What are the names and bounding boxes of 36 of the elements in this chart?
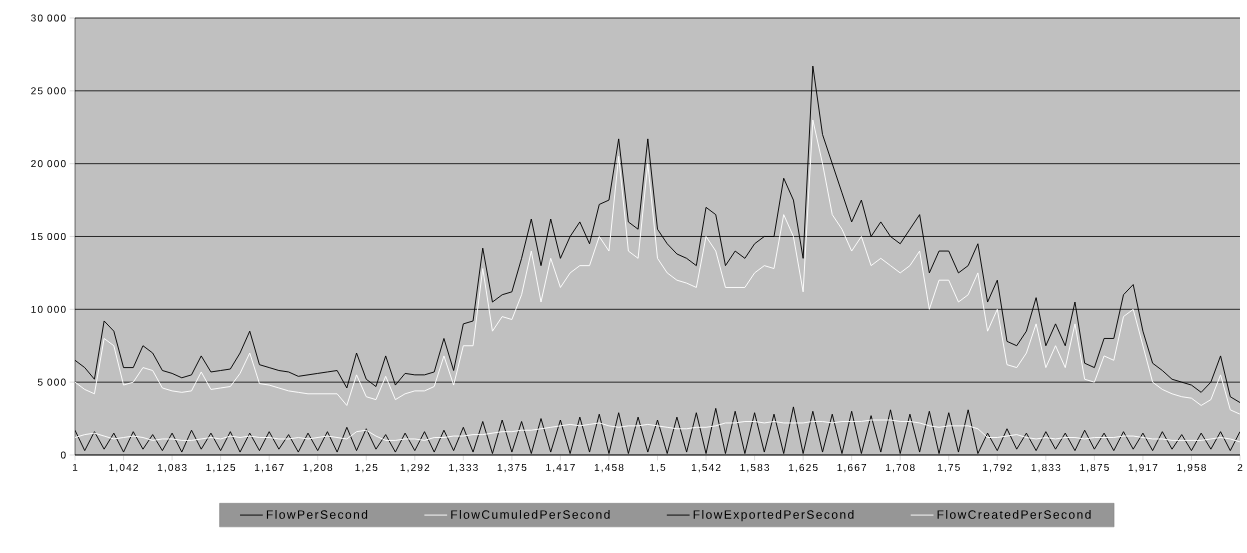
x-tick-label: 1,792: [983, 463, 1012, 473]
legend-label: FlowExportedPerSecond: [693, 509, 854, 522]
x-tick-label: 1,875: [1080, 463, 1109, 473]
x-tick-label: 1,667: [837, 463, 867, 473]
x-tick-label: 1: [72, 463, 78, 471]
x-tick-label: 1,417: [546, 463, 575, 473]
x-tick-label: 1,625: [788, 463, 818, 473]
x-tick-label: 1,375: [497, 463, 527, 473]
x-tick-label: 1,542: [691, 463, 721, 473]
x-tick-label: 1,958: [1177, 463, 1206, 473]
x-tick-label: 1,125: [206, 463, 236, 473]
y-tick-label: 25 000: [31, 87, 66, 95]
y-tick-label: 20 000: [31, 160, 66, 168]
x-tick-label: 1,917: [1128, 463, 1158, 473]
x-tick-label: 1,458: [594, 463, 624, 473]
y-tick-label: 10 000: [31, 305, 66, 313]
y-tick-label: 30 000: [31, 14, 66, 22]
legend-label: FlowPerSecond: [266, 509, 368, 519]
x-tick-label: 1,75: [937, 463, 960, 473]
x-tick-label: 1,292: [400, 463, 430, 473]
x-tick-label: 1,083: [157, 463, 187, 473]
x-tick-label: 1,5: [650, 463, 666, 473]
x-tick-label: 1,25: [355, 463, 378, 473]
x-tick-label: 1,833: [1031, 463, 1061, 473]
x-tick-label: 1,208: [303, 463, 333, 473]
x-tick-label: 1,167: [255, 463, 284, 473]
x-tick-label: 1,333: [449, 463, 478, 473]
x-tick-label: 2: [1237, 463, 1243, 471]
x-tick-label: 1,708: [886, 463, 915, 473]
legend-label: FlowCumuledPerSecond: [451, 509, 610, 519]
x-tick-label: 1,042: [109, 463, 138, 473]
y-tick-label: 0: [60, 451, 66, 459]
legend-label: FlowCreatedPerSecond: [937, 509, 1091, 519]
y-tick-label: 15 000: [31, 232, 66, 241]
y-tick-label: 5 000: [37, 378, 66, 386]
x-tick-label: 1,583: [740, 463, 770, 473]
